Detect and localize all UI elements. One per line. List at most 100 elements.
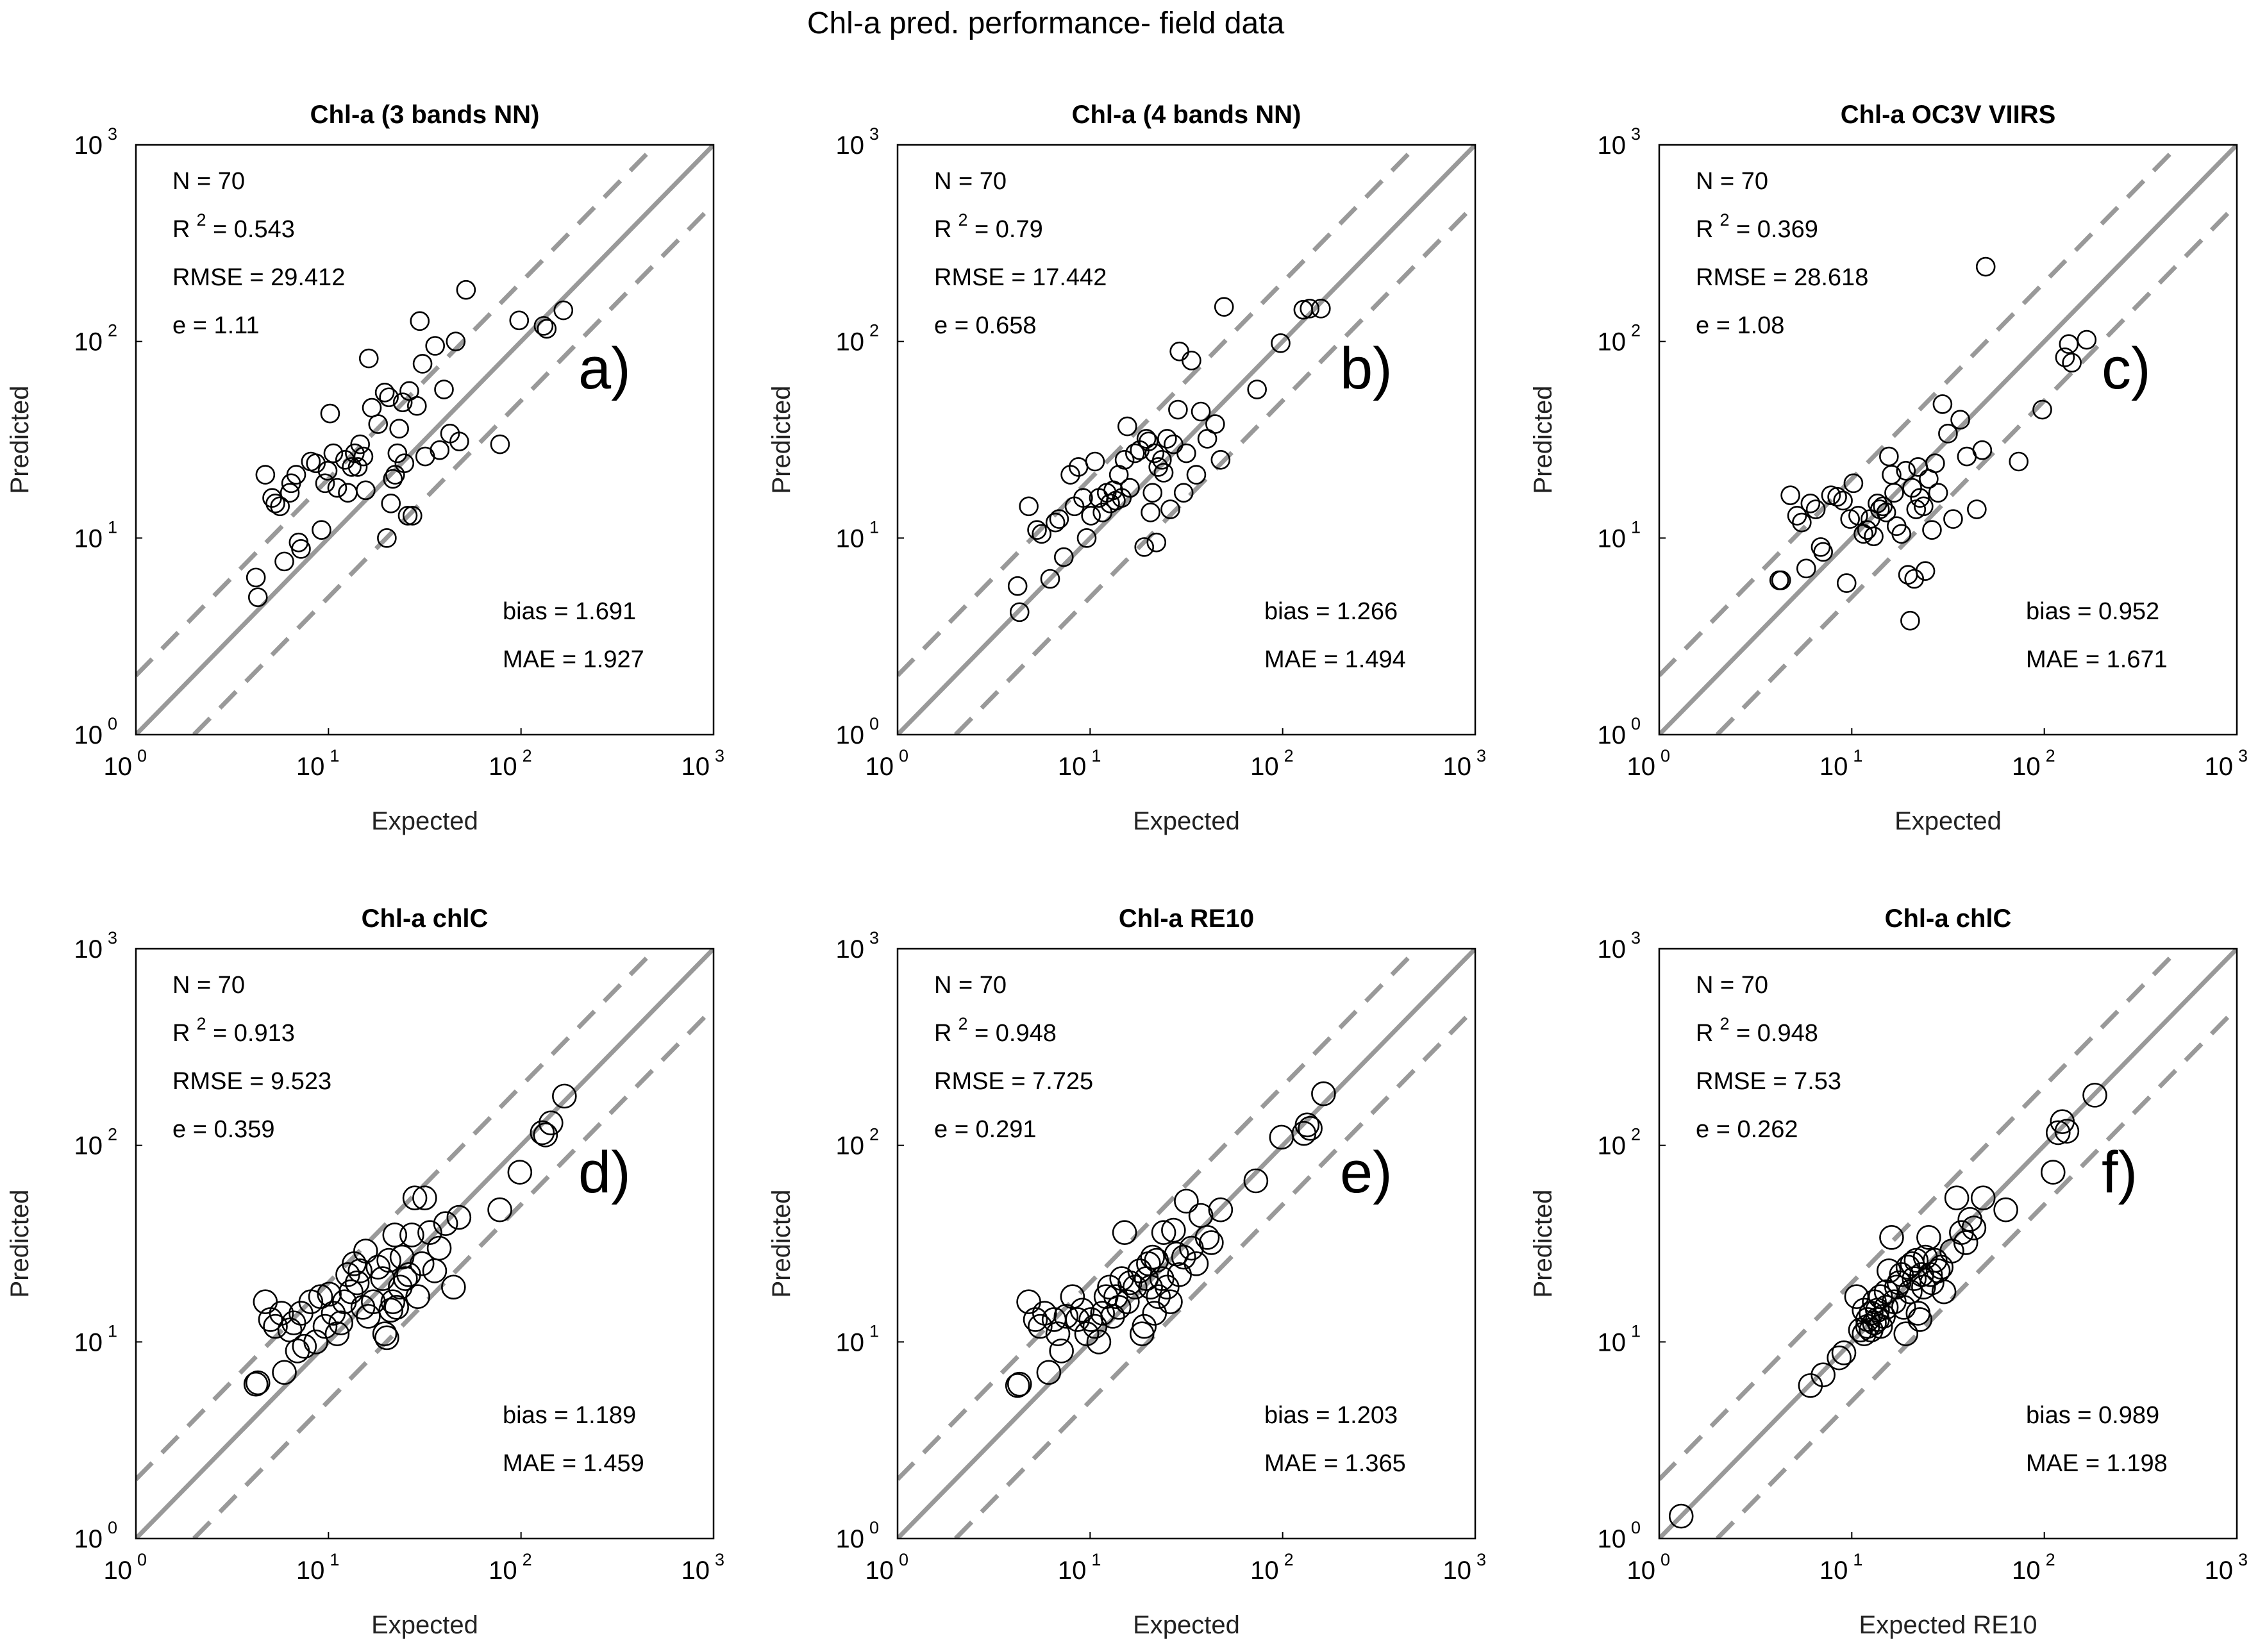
stat-bias: bias = 1.691	[503, 598, 636, 625]
data-point	[2059, 334, 2079, 355]
data-point	[409, 1251, 435, 1276]
data-point	[1160, 499, 1180, 519]
data-point	[376, 1247, 401, 1273]
x-tick-label-exponent: 3	[715, 1550, 724, 1569]
y-tick-label-exponent: 3	[869, 124, 879, 144]
data-point	[1300, 299, 1319, 319]
data-point	[320, 403, 340, 424]
data-point	[1961, 1215, 1987, 1240]
data-point	[1893, 1321, 1919, 1346]
data-point	[342, 457, 362, 477]
data-point	[2054, 1119, 2080, 1144]
x-tick-label-exponent: 2	[2046, 1550, 2055, 1569]
y-tick-label-exponent: 0	[1631, 1518, 1641, 1537]
data-point	[2055, 347, 2075, 367]
data-points	[1769, 256, 2097, 631]
x-tick-label-exponent: 0	[137, 746, 147, 765]
x-tick-label-exponent: 0	[1661, 1550, 1670, 1569]
x-tick-label: 10	[1819, 1556, 1848, 1585]
x-tick-label: 10	[1443, 1556, 1472, 1585]
data-point	[315, 473, 335, 494]
data-point	[380, 1289, 406, 1315]
data-point	[381, 494, 401, 513]
panel-label: d)	[578, 1140, 631, 1205]
one-to-one-line	[898, 949, 1475, 1539]
data-point	[274, 551, 294, 572]
data-point	[344, 1270, 370, 1296]
data-point	[292, 1333, 317, 1359]
x-tick-label-exponent: 3	[715, 746, 724, 765]
stat-n: N = 70	[1696, 972, 1768, 999]
data-point	[1074, 1321, 1100, 1346]
x-tick-label: 10	[1627, 753, 1656, 781]
stat-e: e = 1.08	[1696, 312, 1784, 339]
data-point	[1873, 1279, 1899, 1305]
data-point	[1668, 1503, 1694, 1529]
stat-mae: MAE = 1.459	[503, 1450, 644, 1477]
data-point	[392, 392, 413, 412]
y-tick-label: 10	[74, 1132, 103, 1160]
data-point	[410, 311, 430, 331]
y-tick-label: 10	[74, 328, 103, 356]
one-to-one-line	[1659, 949, 2237, 1539]
x-tick-label-exponent: 3	[1476, 1550, 1486, 1569]
y-tick-label: 10	[836, 1132, 865, 1160]
stat-e: e = 0.291	[934, 1116, 1037, 1143]
panel-label: b)	[1340, 336, 1393, 401]
data-point	[441, 1274, 466, 1300]
data-point	[1932, 394, 1953, 414]
data-point	[1271, 333, 1291, 353]
y-tick-label: 10	[836, 131, 865, 160]
y-axis-label: Predicted	[767, 1190, 796, 1298]
data-point	[1117, 416, 1137, 437]
data-point	[356, 1304, 381, 1329]
data-point	[1141, 503, 1160, 522]
data-point	[1800, 494, 1821, 513]
data-point	[1182, 351, 1201, 371]
data-point	[2082, 1083, 2107, 1108]
data-point	[1073, 488, 1093, 508]
data-point	[246, 567, 266, 588]
data-point	[387, 443, 408, 463]
data-point	[1125, 443, 1145, 463]
lower-factor-line	[1715, 202, 2237, 735]
data-point	[1879, 446, 1899, 467]
data-point	[1152, 449, 1172, 470]
lower-factor-line	[953, 1006, 1475, 1539]
x-axis-label: Expected	[1895, 807, 2002, 835]
panel-label: e)	[1340, 1140, 1393, 1205]
data-point	[317, 461, 338, 481]
data-point	[2077, 330, 2097, 350]
data-point	[1173, 483, 1194, 503]
y-tick-label-exponent: 1	[108, 517, 117, 537]
data-point	[1174, 1189, 1199, 1214]
upper-factor-line	[898, 949, 1419, 1481]
data-point	[384, 1295, 409, 1320]
data-point	[312, 1314, 338, 1339]
data-point	[553, 300, 574, 321]
data-point	[312, 520, 331, 540]
axes-frame	[896, 947, 1476, 1540]
y-tick-label-exponent: 2	[1631, 321, 1641, 340]
panel-title: Chl-a (3 bands NN)	[310, 101, 540, 129]
lower-factor-line	[192, 202, 714, 735]
data-point	[403, 506, 422, 526]
x-axis-label: Expected RE10	[1859, 1611, 2037, 1639]
data-point	[327, 478, 347, 498]
data-point	[533, 316, 554, 336]
data-point	[1007, 576, 1028, 596]
y-tick-label-exponent: 1	[869, 1321, 879, 1340]
data-point	[399, 1222, 424, 1247]
x-tick-label-exponent: 2	[1284, 1550, 1294, 1569]
y-tick-label-exponent: 2	[108, 321, 117, 340]
data-point	[328, 1310, 353, 1335]
x-tick-label: 10	[1250, 1556, 1279, 1585]
x-tick-label-exponent: 2	[523, 1550, 532, 1569]
data-point	[1916, 1225, 1941, 1250]
data-point	[353, 1239, 378, 1264]
data-point	[1780, 485, 1800, 505]
y-tick-label-exponent: 0	[108, 714, 117, 733]
stat-mae: MAE = 1.365	[1264, 1450, 1406, 1477]
